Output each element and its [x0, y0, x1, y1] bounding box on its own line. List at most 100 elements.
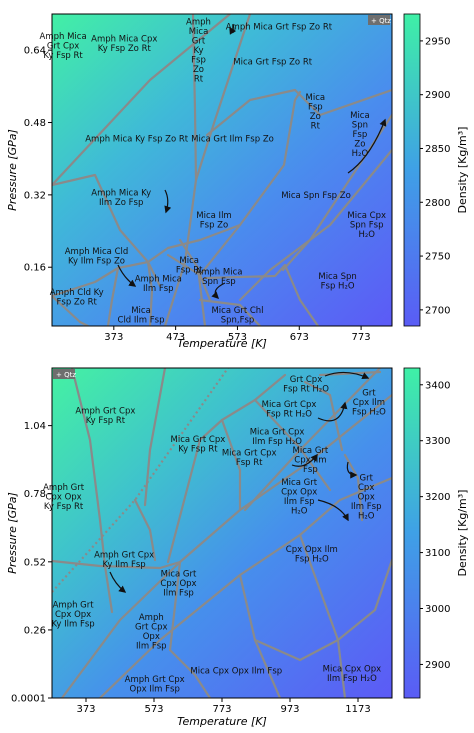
field-label: Amph Cld Ky Fsp Zo Rt	[50, 288, 104, 308]
field-label: Mica Grt Cpx Opx Ilm Fsp H₂O	[281, 478, 318, 516]
panel-2-colorbar-ticks: 2900 3000 3100 3200 3300 3400	[420, 380, 450, 671]
y-tick-label: 0.16	[24, 263, 46, 274]
panel-1-arrow	[347, 118, 387, 174]
field-label: Mica Cpx Spn Fsp H₂O	[347, 211, 386, 240]
panel-1-xlabel: Temperature [K]	[177, 337, 267, 350]
field-label: Mica Spn Fsp Zo	[281, 191, 351, 201]
field-label: Amph Mica Cld Ky Ilm Fsp Zo	[65, 247, 129, 267]
x-tick-label: 773	[212, 704, 231, 715]
colorbar-tick-label: 3100	[425, 548, 450, 559]
panel-1-arrow	[117, 264, 137, 287]
x-tick-label: 573	[144, 704, 163, 715]
colorbar-tick-label: 2950	[425, 36, 450, 47]
panel-1-arrow	[211, 282, 226, 300]
field-label: Mica Grt Cpx Fsp Rt H₂O	[262, 400, 317, 420]
panel-1-colorbar-ticks: 2700 2750 2800 2850 2900 2950	[420, 36, 450, 316]
field-label: Amph Mica Ky Fsp Zo Rt	[85, 134, 189, 144]
field-label: Amph Mica Grt Cpx Ky Fsp Rt	[40, 32, 87, 61]
panel-2-arrow	[317, 499, 349, 522]
x-tick-label: 973	[280, 704, 299, 715]
panel-1-colorbar	[403, 13, 421, 327]
field-label: Amph Grt Cpx Ky Fsp Rt	[75, 406, 135, 426]
panel-2-colorbar	[403, 367, 421, 699]
panel-2-field-labels: Grt Cpx Fsp Rt H₂O Mica Grt Cpx Fsp Rt H₂O G…	[43, 375, 386, 694]
field-label: Mica Fsp Zo Rt	[306, 93, 326, 132]
colorbar-tick-label: 2900	[425, 90, 450, 101]
panel-2-arrow	[346, 461, 358, 479]
x-tick-label: 373	[104, 332, 123, 343]
y-tick-label: 0.0001	[11, 694, 46, 705]
panel-2-arrow	[291, 453, 318, 467]
field-label: Amph Mica Ilm Fsp	[135, 274, 182, 294]
field-label: Grt Cpx Opx Ilm Fsp H₂O	[351, 473, 382, 521]
panel-2-arrow	[317, 401, 348, 422]
x-tick-label: 1173	[345, 704, 370, 715]
field-label: Amph Grt Cpx Ky Ilm Fsp	[94, 551, 154, 571]
panel-1-qtz-badge	[368, 15, 390, 25]
field-label: Mica Spn Fsp Zo H₂O	[350, 111, 370, 159]
field-label: Mica Ilm Fsp Zo	[196, 211, 231, 231]
panel-2-ylabel: Pressure [GPa]	[6, 492, 19, 574]
field-label: Mica Grt Fsp Zo Rt	[233, 58, 312, 68]
x-tick-label: 373	[76, 704, 95, 715]
y-tick-label: 0.26	[24, 625, 46, 636]
panel-1-field-boundaries	[52, 14, 392, 326]
panel-2-qtz-badge	[53, 369, 75, 379]
panel-1-frame	[51, 13, 393, 327]
field-label: Mica Grt Chl Spn,Fsp	[211, 306, 263, 326]
y-tick-label: 0.52	[24, 557, 46, 568]
field-label: Mica Fsp Rt	[176, 256, 203, 276]
panel-2-colorbar-label: Density [Kg/m³]	[456, 490, 469, 577]
colorbar-tick-label: 2800	[425, 198, 450, 209]
field-label: Mica Grt Cpx Ky Fsp Rt	[171, 435, 226, 455]
panel-2-xlabel: Temperature [K]	[177, 715, 267, 728]
panel-1-arrow	[164, 189, 172, 214]
field-label: Mica Cpx Opx Ilm Fsp H₂O	[323, 664, 381, 684]
field-label: Amph Mica Grt Ky Fsp Zo Rt	[186, 18, 211, 85]
panel-2-axes: 373 573 773 973 1173 0.0001 0.26 0.52 0.78 1.04	[11, 421, 371, 715]
field-label: Amph Mica Cpx Ky Fsp Zo Rt	[91, 35, 157, 55]
field-label: Mica Grt Cpx Ilm Fsp	[293, 446, 329, 475]
field-label: Mica Spn Fsp H₂O	[318, 272, 356, 292]
colorbar-tick-label: 3300	[425, 436, 450, 447]
field-label: Mica Cpx Opx Ilm Fsp	[190, 667, 282, 677]
colorbar-tick-label: 2700	[425, 305, 450, 316]
panel-2-qtz-label: + Qtz	[56, 371, 76, 379]
x-tick-label: 673	[290, 332, 309, 343]
y-tick-label: 0.78	[24, 489, 46, 500]
field-label: Amph Mica Spn Fsp	[195, 268, 242, 288]
panel-1-ylabel: Pressure [GPa]	[6, 129, 19, 211]
field-label: Amph Grt Cpx Opx Ky Fsp Rt	[43, 483, 85, 512]
panel-1-arrow	[229, 23, 237, 35]
panel-1-qtz-label: + Qtz	[371, 17, 391, 25]
panel-2-field-boundaries	[52, 368, 392, 698]
field-label: Amph Grt Cpx Opx Ilm Fsp	[125, 675, 185, 695]
field-label: Cpx Opx Ilm Fsp H₂O	[286, 545, 338, 565]
field-label: Mica Grt Ilm Fsp Zo	[191, 134, 274, 144]
field-label: Amph Grt Cpx Opx Ky Ilm Fsp	[51, 601, 94, 630]
field-label: Amph Grt Cpx Opx Ilm Fsp	[135, 613, 167, 652]
field-label: Grt Cpx Ilm Fsp H₂O	[352, 389, 386, 418]
colorbar-tick-label: 2850	[425, 144, 450, 155]
field-label: Grt Cpx Fsp Rt H₂O	[283, 375, 329, 395]
y-tick-label: 0.32	[24, 190, 46, 201]
x-tick-label: 473	[166, 332, 185, 343]
field-label: Amph Mica Ky Ilm Zo Fsp	[91, 188, 151, 208]
colorbar-tick-label: 2900	[425, 660, 450, 671]
y-tick-label: 0.48	[24, 118, 46, 129]
field-label: Mica Grt Cpx Fsp Rt	[222, 448, 277, 468]
y-tick-label: 1.04	[24, 421, 46, 432]
field-label: Amph Mica Grt Fsp Zo Rt	[226, 23, 333, 33]
panel-2: Grt Cpx Fsp Rt H₂O Mica Grt Cpx Fsp Rt H₂O G…	[6, 367, 469, 728]
colorbar-tick-label: 3000	[425, 604, 450, 615]
x-tick-label: 573	[228, 332, 247, 343]
colorbar-tick-label: 3400	[425, 380, 450, 391]
field-label: Mica Cld Ilm Fsp	[118, 306, 165, 326]
x-tick-label: 773	[352, 332, 371, 343]
colorbar-tick-label: 2750	[425, 252, 450, 263]
colorbar-tick-label: 3200	[425, 492, 450, 503]
panel-2-arrow	[324, 371, 370, 380]
